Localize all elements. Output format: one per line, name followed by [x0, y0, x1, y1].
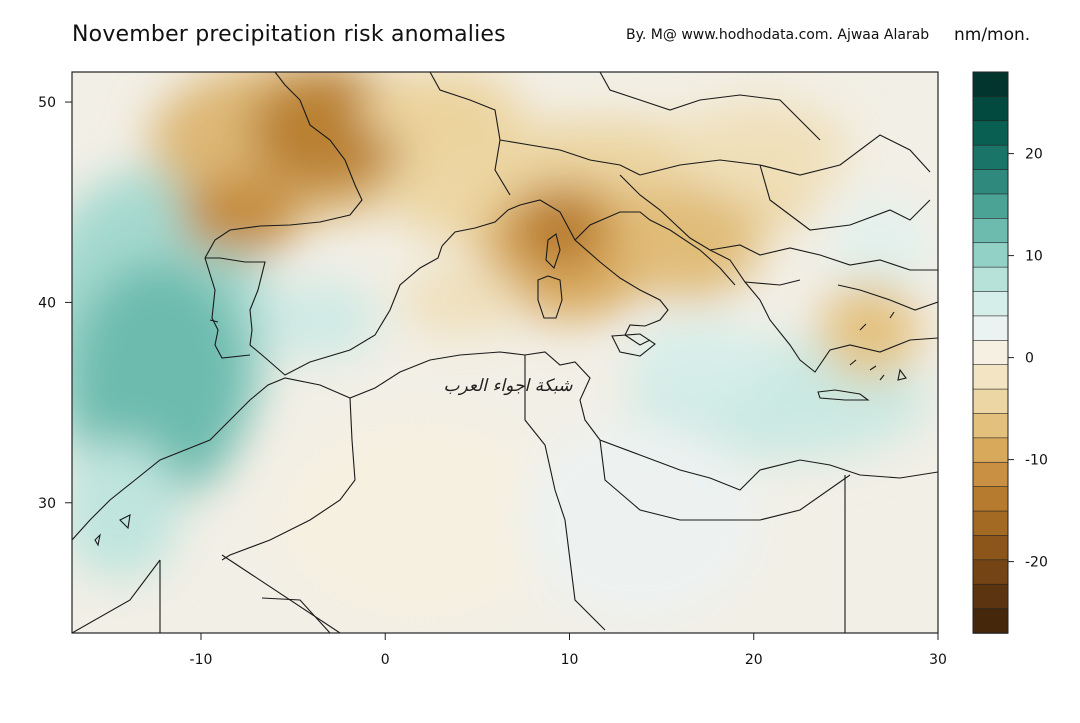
x-tick-label: 20: [745, 652, 763, 668]
colorbar-swatch: [972, 193, 1009, 220]
colorbar-tick-label: 20: [1025, 147, 1043, 163]
colorbar-swatch: [972, 120, 1009, 146]
colorbar-swatch: [972, 559, 1009, 586]
colorbar-tick-label: -10: [1025, 453, 1048, 469]
colorbar-swatch: [972, 486, 1009, 512]
colorbar-swatch: [972, 510, 1009, 537]
colorbar-swatch: [972, 461, 1009, 488]
x-tick-label: 30: [929, 652, 947, 668]
colorbar-swatch: [972, 388, 1009, 415]
colorbar-swatch: [972, 364, 1009, 390]
colorbar-swatch: [972, 169, 1009, 195]
colorbar-frame: [972, 71, 1009, 634]
x-tick-label: -10: [190, 652, 213, 668]
colorbar-swatch: [972, 242, 1009, 268]
colorbar-swatch: [972, 266, 1009, 293]
colorbar-swatch: [972, 535, 1009, 561]
credit-text: By. M@ www.hodhodata.com. Ajwaa Alarab: [626, 27, 930, 43]
x-tick-label: 0: [381, 652, 390, 668]
watermark-text: شبكة اجواء العرب: [444, 376, 574, 396]
colorbar-swatch: [972, 583, 1009, 610]
y-tick-label: 30: [38, 496, 56, 512]
colorbar-swatch: [972, 291, 1009, 317]
anomaly-field: [72, 72, 938, 633]
colorbar-swatch: [972, 413, 1009, 439]
colorbar-swatch: [972, 608, 1009, 634]
coastlines: [72, 72, 938, 633]
page-title: November precipitation risk anomalies: [72, 22, 506, 47]
y-axis: 50 40 30: [38, 95, 72, 512]
units-label: nm/mon.: [954, 25, 1031, 45]
x-axis: -10 0 10 20 30: [190, 633, 947, 668]
colorbar-swatch: [972, 437, 1009, 464]
x-tick-label: 10: [561, 652, 579, 668]
colorbar-tick-label: -20: [1025, 555, 1048, 571]
colorbar-tick-label: 0: [1025, 351, 1034, 367]
y-tick-label: 50: [38, 95, 56, 111]
plot-frame: [71, 71, 939, 634]
colorbar-tick-label: 10: [1025, 249, 1043, 265]
colorbar: 20 10 0 -10 -20: [972, 71, 1048, 634]
colorbar-swatch: [972, 340, 1009, 366]
colorbar-swatch: [972, 218, 1009, 244]
colorbar-swatch: [972, 96, 1009, 122]
y-tick-label: 40: [38, 295, 56, 311]
colorbar-swatch: [972, 71, 1009, 98]
colorbar-swatch: [972, 315, 1009, 342]
colorbar-swatch: [972, 144, 1009, 171]
